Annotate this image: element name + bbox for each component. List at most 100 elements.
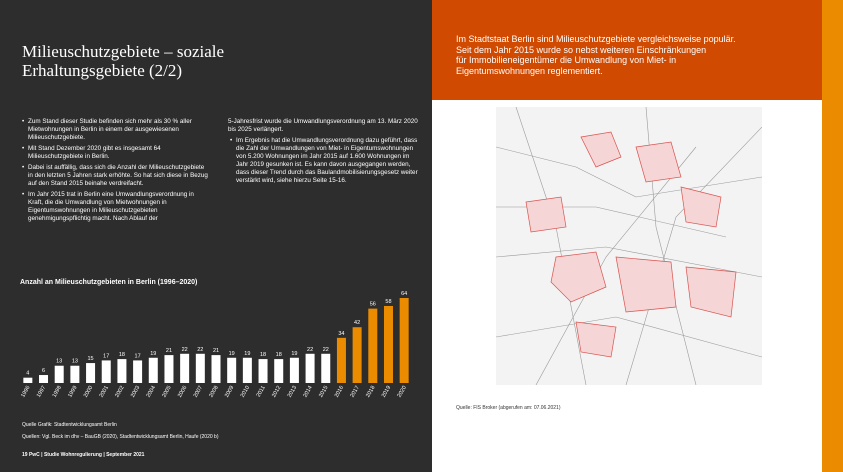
source: Quellen: Vgl. Beck im dhv – BauGB (2020)… xyxy=(22,434,219,440)
bar xyxy=(383,305,393,383)
map-bg xyxy=(496,107,762,385)
title-line: Milieuschutzgebiete – soziale xyxy=(22,42,225,61)
bar xyxy=(399,298,409,383)
x-tick-label: 1996 xyxy=(20,385,31,399)
bullet-text: Im Jahr 2015 trat in Berlin eine Umwandl… xyxy=(20,191,210,223)
value-label: 21 xyxy=(213,348,219,354)
value-label: 64 xyxy=(401,291,407,297)
value-label: 4 xyxy=(26,371,29,377)
bar xyxy=(148,357,158,383)
map xyxy=(496,107,762,385)
value-label: 58 xyxy=(385,299,391,305)
bar xyxy=(86,363,96,383)
bar xyxy=(227,357,237,383)
x-tick-label: 2012 xyxy=(271,385,282,399)
bar xyxy=(336,337,346,383)
value-label: 34 xyxy=(338,331,344,337)
bullet-text: Mit Stand Dezember 2020 gibt es insgesam… xyxy=(20,145,210,161)
value-label: 21 xyxy=(166,348,172,354)
bar xyxy=(274,359,284,383)
bullet-text: Dabei ist auffällig, dass sich die Anzah… xyxy=(20,164,210,188)
x-tick-label: 2013 xyxy=(287,385,298,399)
value-label: 22 xyxy=(307,347,313,353)
bar xyxy=(211,355,221,383)
x-tick-label: 2010 xyxy=(240,385,251,399)
bar xyxy=(352,327,362,383)
value-label: 19 xyxy=(244,351,250,357)
value-label: 42 xyxy=(354,320,360,326)
bar xyxy=(54,365,64,383)
x-tick-label: 2019 xyxy=(381,385,392,399)
x-tick-label: 2007 xyxy=(193,385,204,399)
bullet-text: 5-Jahresfrist wurde die Umwandlungsveror… xyxy=(228,118,418,133)
value-label: 18 xyxy=(276,352,282,358)
text-column: Zum Stand dieser Studie befinden sich me… xyxy=(20,118,210,226)
bar xyxy=(321,353,331,383)
value-label: 22 xyxy=(323,347,329,353)
bar xyxy=(101,360,111,383)
value-label: 22 xyxy=(197,347,203,353)
bullet-text: Zum Stand dieser Studie befinden sich me… xyxy=(20,118,210,142)
bullet-text: Im Ergebnis hat die Umwandlungsverordnun… xyxy=(228,137,418,185)
right-header-text: Im Stadtstaat Berlin sind Milieuschutzge… xyxy=(456,34,736,76)
left-panel xyxy=(0,0,432,472)
value-label: 19 xyxy=(291,351,297,357)
source: Quelle Grafik: Stadtentwicklungsamt Berl… xyxy=(22,422,117,428)
x-tick-label: 2006 xyxy=(177,385,188,399)
bar xyxy=(180,353,190,383)
title-line: Erhaltungsgebiete (2/2) xyxy=(22,61,183,80)
x-tick-label: 2001 xyxy=(99,385,110,399)
bar xyxy=(39,375,49,383)
bar xyxy=(289,357,299,383)
bar-chart: Anzahl an Milieuschutzgebieten in Berlin… xyxy=(20,279,409,399)
value-label: 13 xyxy=(72,359,78,365)
bar xyxy=(368,308,378,383)
x-tick-label: 2020 xyxy=(397,385,408,399)
slide-title: Milieuschutzgebiete – soziale Erhaltungs… xyxy=(22,42,224,80)
header-line: Seit dem Jahr 2015 wurde so nebst weiter… xyxy=(456,44,707,55)
protection-areas xyxy=(525,131,737,358)
bar xyxy=(258,359,268,383)
header-line: Eigentumswohnungen reglementiert. xyxy=(456,65,603,76)
value-label: 19 xyxy=(150,351,156,357)
value-label: 13 xyxy=(56,359,62,365)
value-label: 17 xyxy=(103,353,109,359)
bar xyxy=(195,353,205,383)
footer: 19 PwC | Studie Wohnregulierung | Septem… xyxy=(22,452,145,458)
x-tick-label: 2000 xyxy=(83,385,94,399)
bar xyxy=(70,365,80,383)
header-line: für Immobilieneigentümer die Umwandlung … xyxy=(456,55,677,65)
right-header xyxy=(432,0,822,100)
value-label: 6 xyxy=(42,368,45,374)
map-source: Quelle: FIS Broker (abgerufen am: 07.06.… xyxy=(456,405,561,411)
value-label: 19 xyxy=(229,351,235,357)
value-label: 15 xyxy=(87,356,93,362)
x-tick-label: 2014 xyxy=(302,385,313,399)
x-tick-label: 2018 xyxy=(365,385,376,399)
x-tick-label: 2008 xyxy=(208,385,219,399)
chart-title: Anzahl an Milieuschutzgebieten in Berlin… xyxy=(20,279,197,286)
accent-strip xyxy=(822,0,843,472)
value-label: 18 xyxy=(119,352,125,358)
x-tick-label: 2003 xyxy=(130,385,141,399)
x-tick-label: 1997 xyxy=(36,385,47,399)
x-tick-label: 2011 xyxy=(256,385,267,398)
x-tick-label: 2009 xyxy=(224,385,235,399)
bar xyxy=(133,360,143,383)
value-label: 22 xyxy=(182,347,188,353)
bar xyxy=(305,353,315,383)
bar xyxy=(164,355,174,383)
header-line: Im Stadtstaat Berlin sind Milieuschutzge… xyxy=(456,34,736,44)
bar xyxy=(117,359,127,383)
text-column: 5-Jahresfrist wurde die Umwandlungsveror… xyxy=(228,118,418,188)
value-label: 18 xyxy=(260,352,266,358)
x-tick-label: 2015 xyxy=(318,385,329,399)
x-tick-label: 1999 xyxy=(67,385,78,399)
x-tick-label: 2017 xyxy=(350,385,361,399)
value-label: 17 xyxy=(135,353,141,359)
x-tick-label: 2016 xyxy=(334,385,345,399)
x-tick-label: 2004 xyxy=(146,385,157,399)
bar xyxy=(242,357,252,383)
x-tick-label: 2002 xyxy=(114,385,125,399)
